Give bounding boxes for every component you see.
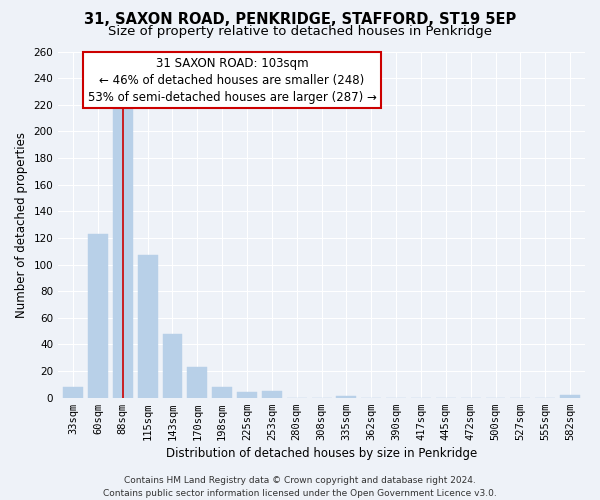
Bar <box>63 387 83 398</box>
Bar <box>137 255 158 398</box>
Bar <box>212 387 232 398</box>
Bar <box>113 106 133 398</box>
Bar <box>560 395 580 398</box>
Bar <box>163 334 182 398</box>
Y-axis label: Number of detached properties: Number of detached properties <box>15 132 28 318</box>
Bar <box>88 234 108 398</box>
Text: Size of property relative to detached houses in Penkridge: Size of property relative to detached ho… <box>108 25 492 38</box>
Text: 31 SAXON ROAD: 103sqm
← 46% of detached houses are smaller (248)
53% of semi-det: 31 SAXON ROAD: 103sqm ← 46% of detached … <box>88 56 376 104</box>
Text: Contains HM Land Registry data © Crown copyright and database right 2024.
Contai: Contains HM Land Registry data © Crown c… <box>103 476 497 498</box>
Bar <box>237 392 257 398</box>
Text: 31, SAXON ROAD, PENKRIDGE, STAFFORD, ST19 5EP: 31, SAXON ROAD, PENKRIDGE, STAFFORD, ST1… <box>84 12 516 28</box>
Bar <box>187 367 207 398</box>
X-axis label: Distribution of detached houses by size in Penkridge: Distribution of detached houses by size … <box>166 447 477 460</box>
Bar <box>337 396 356 398</box>
Bar <box>262 391 282 398</box>
